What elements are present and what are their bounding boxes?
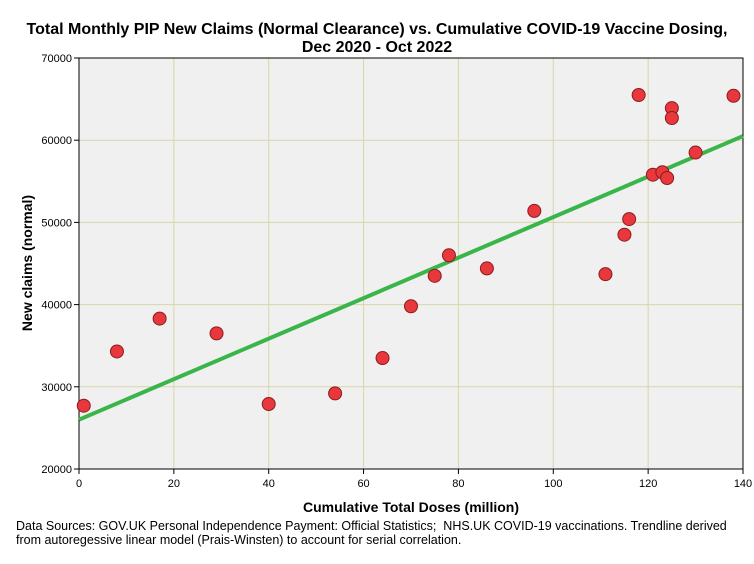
data-point	[76, 398, 91, 413]
x-tick-label: 100	[544, 478, 562, 490]
x-tick-label: 60	[357, 478, 369, 490]
data-source-footnote: Data Sources: GOV.UK Personal Independen…	[16, 519, 731, 547]
scatter-chart: Total Monthly PIP New Claims (Normal Cle…	[19, 21, 752, 515]
y-tick-label: 40000	[41, 300, 72, 312]
data-point	[375, 351, 390, 366]
trendline-layer	[78, 134, 744, 422]
chart-title-line-2: Dec 2020 - Oct 2022	[302, 39, 452, 56]
data-point	[664, 111, 679, 126]
x-tick-label: 80	[452, 478, 464, 490]
y-tick-label: 50000	[41, 217, 72, 229]
data-point	[479, 261, 494, 276]
plot-frame	[78, 57, 744, 470]
plot-area	[79, 58, 743, 469]
y-tick-label: 70000	[41, 53, 72, 65]
x-tick-label: 40	[263, 478, 275, 490]
y-axis-label: New claims (normal)	[19, 195, 35, 331]
data-point	[688, 145, 703, 160]
data-point	[598, 267, 613, 282]
data-point	[660, 171, 675, 186]
y-tick-label: 20000	[41, 464, 72, 476]
data-point	[427, 268, 442, 283]
data-point	[209, 326, 224, 341]
data-point	[631, 87, 646, 102]
y-tick-label: 60000	[41, 135, 72, 147]
chart-title-line-1: Total Monthly PIP New Claims (Normal Cle…	[27, 21, 728, 38]
data-point	[527, 203, 542, 218]
axis-ticks: 0 20 40 60 80 100 120 140 20000 30000 40000 50000 60…	[41, 53, 752, 490]
y-tick-label: 30000	[41, 382, 72, 394]
x-tick-label: 140	[734, 478, 752, 490]
data-point	[441, 248, 456, 263]
data-point	[328, 386, 343, 401]
data-point	[617, 227, 632, 242]
data-point	[109, 344, 124, 359]
x-tick-label: 0	[76, 478, 82, 490]
x-axis-label: Cumulative Total Doses (million)	[303, 499, 519, 515]
points-layer	[76, 87, 741, 413]
x-tick-label: 120	[639, 478, 657, 490]
data-point	[622, 212, 637, 227]
data-point	[152, 311, 167, 326]
data-point	[261, 397, 276, 412]
data-point	[726, 88, 741, 103]
trendline	[78, 134, 744, 422]
x-tick-label: 20	[168, 478, 180, 490]
data-point	[404, 299, 418, 314]
